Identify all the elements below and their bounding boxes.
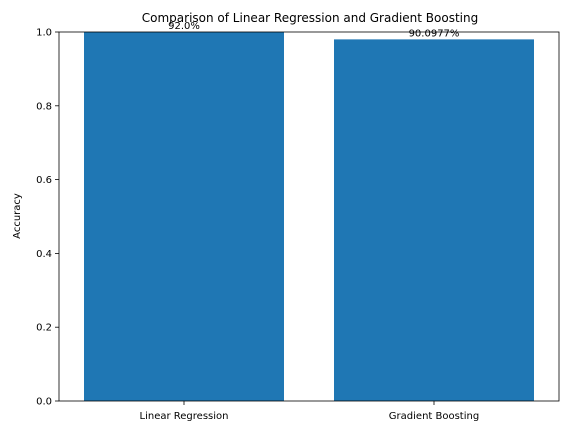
y-tick-label-5: 1.0 [36,28,52,39]
x-tick-label-1: Gradient Boosting [389,411,479,422]
bar-0 [84,32,284,401]
bar-value-label-1: 90.0977% [409,28,460,39]
y-tick-label-1: 0.2 [36,323,52,334]
y-tick-label-3: 0.6 [36,175,52,186]
chart-title: Comparison of Linear Regression and Grad… [142,11,478,25]
y-axis-label: Accuracy [12,193,23,239]
y-tick-label-4: 0.8 [36,101,52,112]
axes: Linear Regression Gradient Boosting 0.0 0.2… [36,28,560,422]
y-tick-label-2: 0.4 [36,249,52,260]
bar-1 [334,39,534,401]
y-tick-label-0: 0.0 [36,397,52,408]
bar-value-label-0: 92.0% [168,21,200,32]
bars: 92.0% 90.0977% [84,21,534,401]
plot-frame [58,31,560,402]
x-tick-label-0: Linear Regression [140,411,229,422]
